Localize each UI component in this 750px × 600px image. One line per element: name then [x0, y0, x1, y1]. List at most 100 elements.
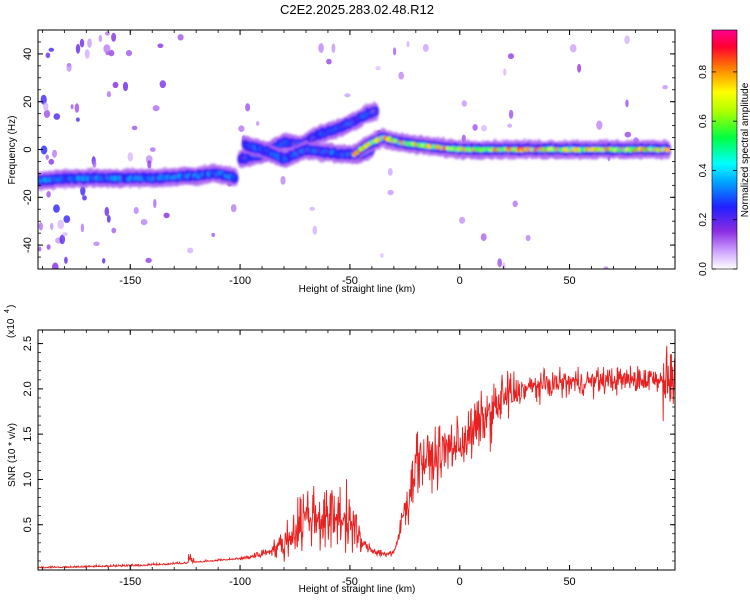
noise-blob	[46, 244, 51, 250]
noise-blob	[140, 219, 148, 226]
noise-blob	[502, 262, 506, 269]
figure-title: C2E2.2025.283.02.48.R12	[280, 2, 434, 17]
noise-blob	[82, 195, 87, 201]
noise-blob	[508, 109, 514, 119]
x-tick-label: -50	[342, 275, 358, 287]
noise-blob	[461, 100, 467, 107]
ridge-core	[666, 147, 671, 153]
snr-series	[38, 345, 675, 570]
noise-blob	[393, 47, 397, 56]
colorbar-frame	[711, 29, 738, 270]
noise-blob	[153, 198, 157, 209]
noise-blob	[59, 234, 66, 245]
noise-blob	[512, 200, 518, 208]
ridge-core	[374, 109, 379, 114]
x-tick-label: -100	[229, 275, 251, 287]
y-tick-label: 40	[22, 48, 34, 60]
noise-blob	[103, 44, 111, 54]
noise-blob	[105, 31, 110, 36]
ridge-core	[233, 175, 238, 180]
colorbar: 0.0 0.2 0.4 0.6 0.8 Normalized spectral ampl…	[698, 29, 750, 276]
colorbar-ticks: 0.0 0.2 0.4 0.6 0.8	[698, 64, 737, 276]
noise-blob	[256, 121, 260, 126]
noise-blob	[93, 241, 100, 247]
noise-blob	[577, 63, 582, 73]
x-tick-label: 50	[563, 576, 575, 588]
ridge-0	[38, 163, 239, 192]
spectrogram-xlabel: Height of straight line (km)	[299, 284, 416, 295]
y-tick-label: -20	[22, 189, 34, 205]
x-tick-label: -150	[119, 275, 141, 287]
noise-blob	[92, 160, 97, 168]
noise-blob	[624, 35, 630, 45]
noise-blob	[43, 102, 49, 111]
spectrogram-heatmap	[38, 31, 672, 269]
noise-blob	[102, 258, 106, 264]
noise-blob	[74, 103, 80, 113]
noise-blob	[497, 258, 503, 268]
spectrogram-ylabel: Frequency (Hz)	[7, 116, 18, 185]
noise-blob	[569, 44, 577, 53]
noise-blob	[603, 266, 609, 269]
noise-blob	[422, 43, 429, 52]
y-tick-label: 2.5	[22, 336, 34, 351]
snr-frame	[37, 329, 676, 571]
x-tick-label: -50	[342, 576, 358, 588]
noise-blob	[662, 85, 668, 90]
noise-blob	[64, 256, 68, 264]
noise-blob	[48, 158, 55, 165]
noise-blob	[53, 204, 60, 213]
noise-blob	[152, 105, 160, 112]
noise-blob	[238, 125, 245, 132]
snr-axes: -150 -100 -50 0 50 0.5 1.0 1.5 2.0 2.5	[22, 330, 675, 588]
x-tick-label: -150	[119, 576, 141, 588]
noise-blob	[503, 68, 507, 76]
x-tick-label: 0	[457, 576, 463, 588]
colorbar-tick-label: 0.4	[698, 163, 709, 177]
snr-scale-text: (x10	[6, 318, 17, 338]
y-tick-label: 2.0	[22, 381, 34, 396]
noise-blob	[57, 219, 65, 230]
noise-blob	[66, 63, 72, 72]
y-tick-label: 0.5	[22, 517, 34, 532]
noise-blob	[149, 147, 156, 152]
colorbar-tick-label: 0.6	[698, 114, 709, 128]
noise-blob	[52, 149, 57, 158]
noise-blob	[46, 191, 51, 198]
y-tick-label: 1.5	[22, 427, 34, 442]
noise-blob	[508, 53, 514, 60]
noise-blob	[187, 247, 194, 254]
noise-blob	[50, 222, 54, 230]
snr-line	[38, 345, 675, 570]
noise-blob	[48, 47, 55, 52]
noise-blob	[481, 125, 487, 132]
noise-blob	[624, 131, 632, 138]
noise-blob	[472, 124, 478, 131]
spectrogram-axes: -150 -100 -50 0 50 -40 -20 0 20 40	[22, 29, 675, 287]
noise-blob	[108, 49, 115, 57]
y-tick-label: 20	[22, 96, 34, 108]
noise-blob	[245, 103, 251, 112]
noise-blob	[106, 215, 111, 223]
noise-blob	[309, 206, 316, 211]
noise-blob	[79, 38, 85, 48]
noise-blob	[53, 113, 61, 120]
snr-xlabel: Height of straight line (km)	[299, 584, 416, 595]
noise-blob	[326, 58, 332, 65]
spectrogram-panel: -150 -100 -50 0 50 -40 -20 0 20 40 Height of stra…	[7, 29, 676, 295]
noise-blob	[38, 222, 43, 231]
noise-blob	[80, 186, 86, 196]
x-tick-label: 50	[563, 275, 575, 287]
noise-blob	[104, 206, 110, 217]
noise-blob	[344, 93, 351, 98]
noise-blob	[230, 204, 237, 213]
snr-scale-note: (x10 4 )	[4, 305, 17, 338]
noise-blob	[45, 52, 51, 59]
noise-blob	[387, 189, 394, 196]
noise-blob	[112, 81, 119, 89]
noise-blob	[380, 253, 384, 258]
noise-blob	[387, 168, 393, 176]
snr-panel: -150 -100 -50 0 50 0.5 1.0 1.5 2.0 2.5 Height of …	[4, 305, 676, 595]
noise-blob	[38, 246, 42, 252]
noise-blob	[87, 38, 92, 48]
